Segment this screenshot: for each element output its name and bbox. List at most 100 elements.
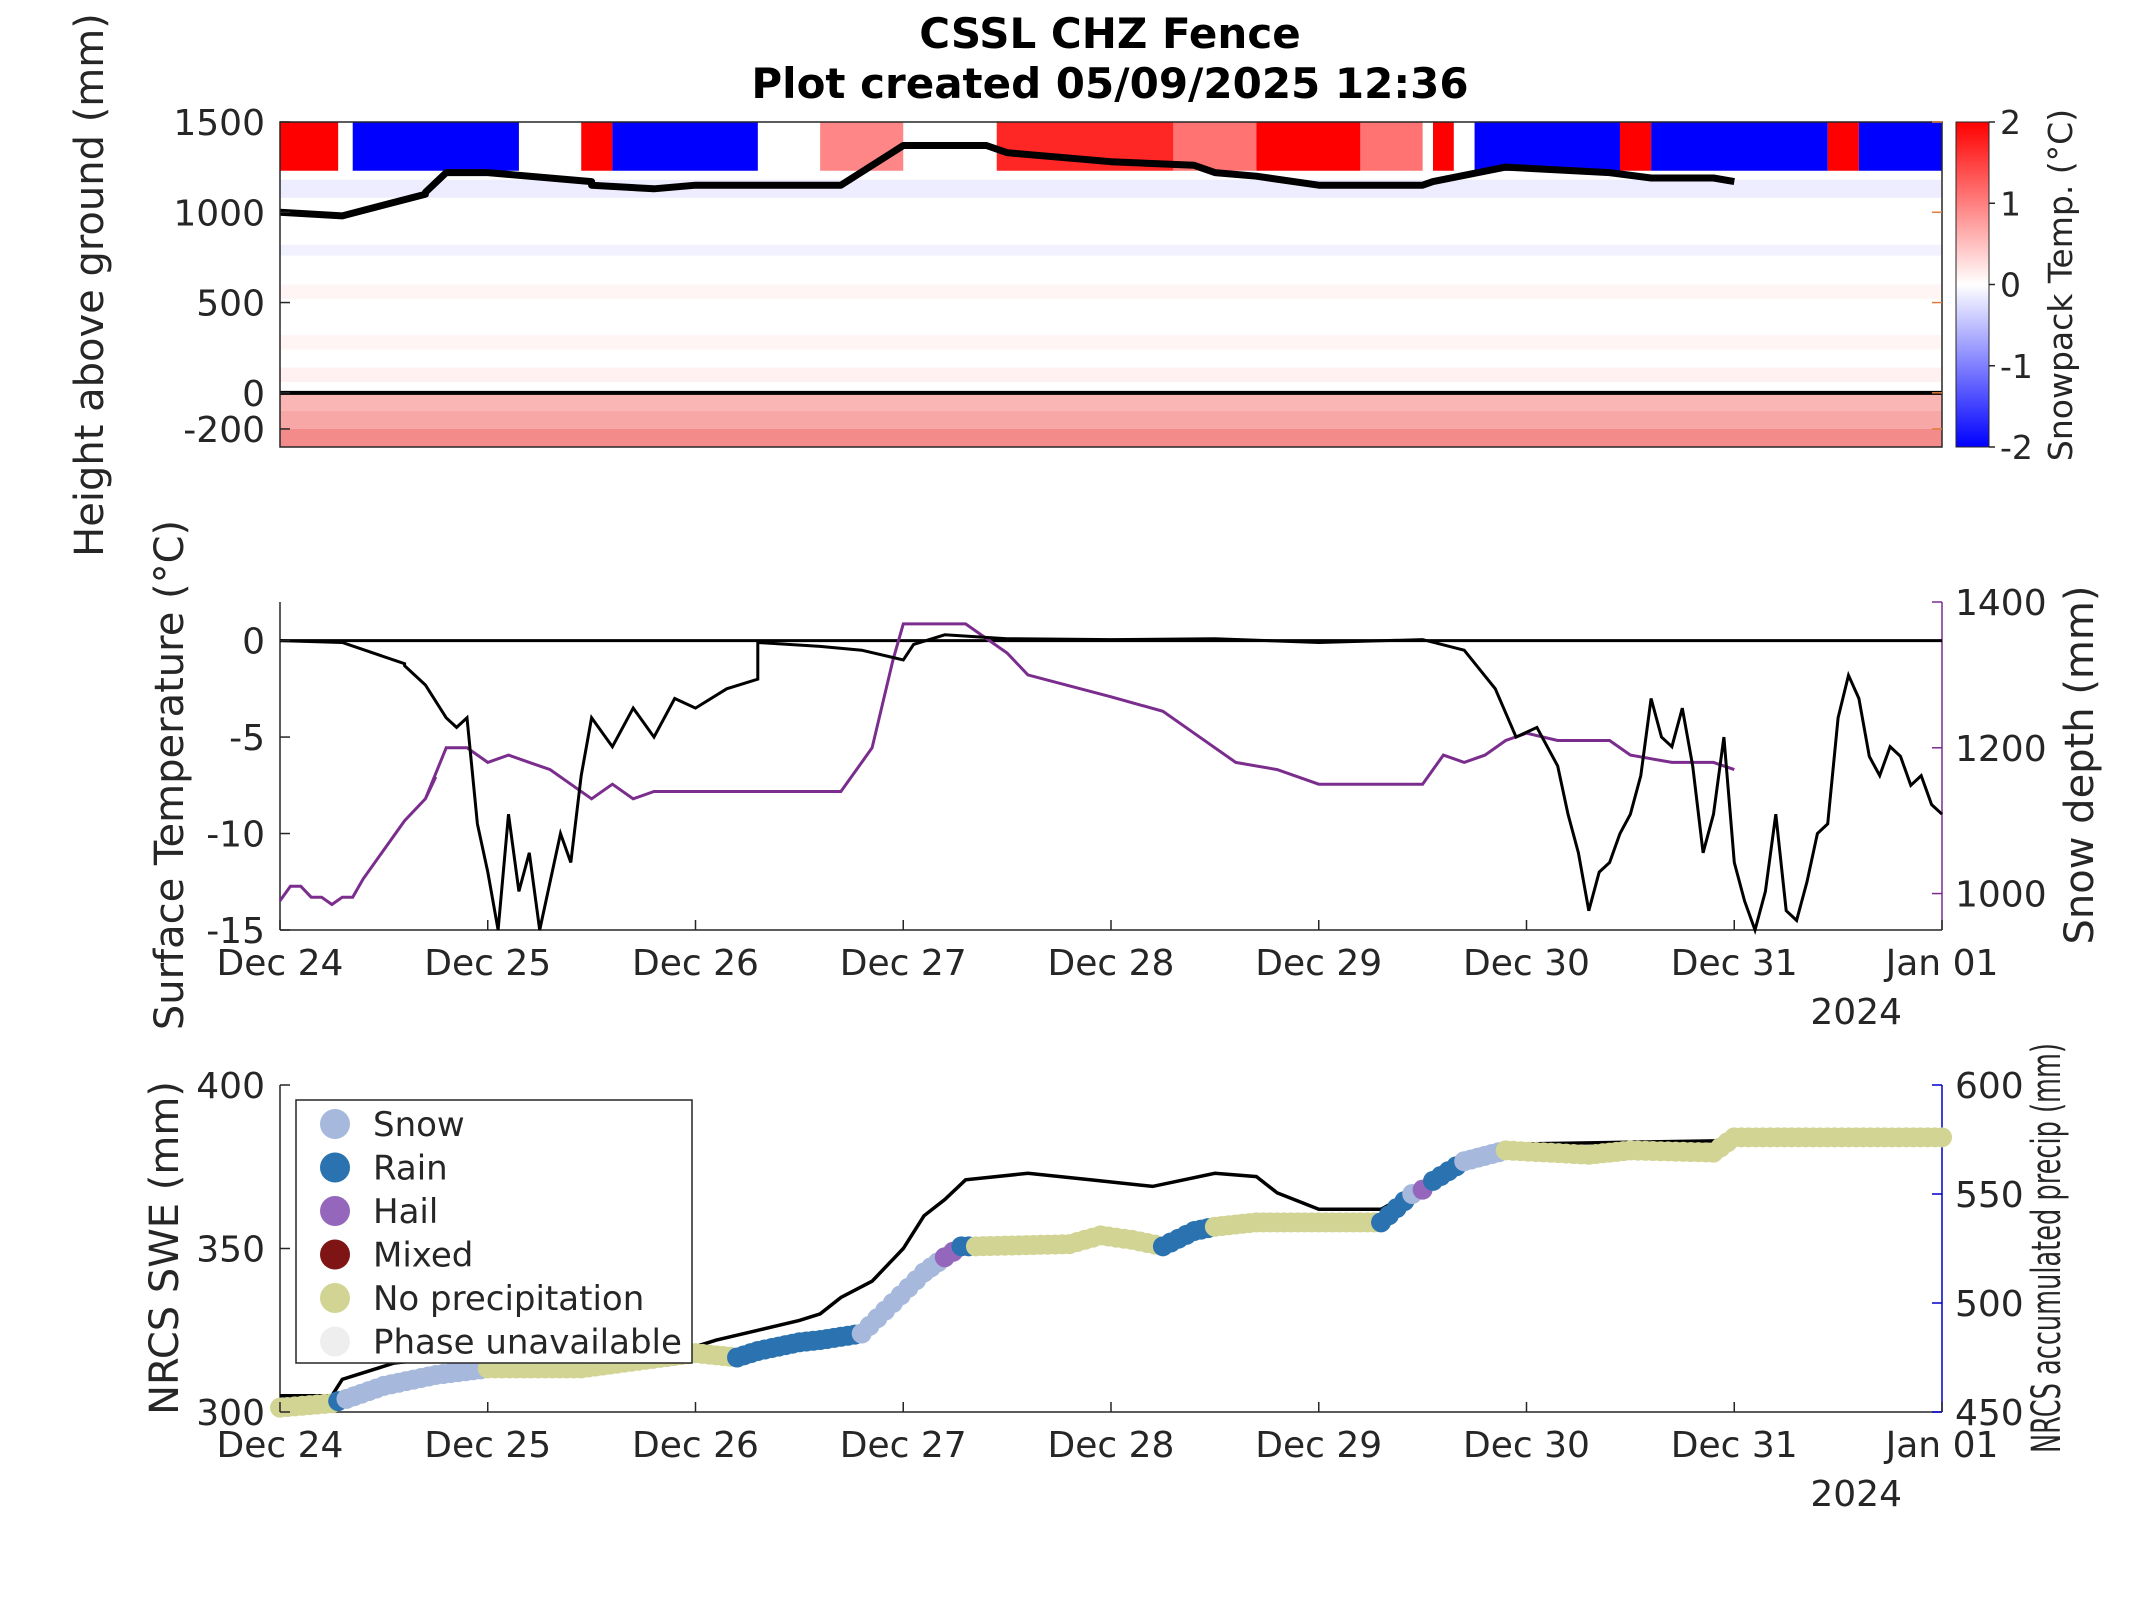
x-tick-label: Dec 26 <box>632 943 759 984</box>
x-tick-label: Dec 24 <box>217 943 344 984</box>
heatmap-cell <box>280 410 1942 429</box>
heatmap-cell <box>280 244 1942 256</box>
legend-marker <box>320 1283 350 1313</box>
heatmap-cell <box>612 122 758 171</box>
colorbar-tick-label: -2 <box>2000 428 2033 467</box>
legend-label: Hail <box>373 1192 438 1232</box>
heatmap-cell <box>1827 122 1859 171</box>
heatmap-cell <box>280 284 1942 299</box>
snow-surface-line <box>279 142 1942 395</box>
legend-label: Phase unavailable <box>373 1323 682 1363</box>
x-tick-label: Dec 28 <box>1048 1425 1175 1466</box>
colorbar-ticks: 2 1 0 -1 -2 <box>1989 103 2033 467</box>
heatmap-cell <box>280 122 339 171</box>
colorbar <box>1955 121 1990 448</box>
swe-y-tick-label: 300 <box>196 1393 265 1434</box>
heatmap-cell <box>352 122 519 171</box>
x-tick-label: Dec 31 <box>1671 943 1798 984</box>
precip-ylabel-text: NRCS accumulated precip (mm) <box>2024 1043 2070 1453</box>
legend-label: Rain <box>373 1149 448 1189</box>
legend-label: Snow <box>373 1105 465 1145</box>
legend-marker <box>320 1196 350 1226</box>
legend-label: Mixed <box>373 1236 473 1276</box>
swe-y-tick-label: 350 <box>196 1230 265 1271</box>
heatmap-cell <box>1619 122 1652 171</box>
precip-y-tick-label: 450 <box>1955 1393 2024 1434</box>
x-tick-label: Dec 28 <box>1048 943 1175 984</box>
heatmap-cell <box>1651 122 1828 171</box>
heatmap-y-ticks: 1500 1000 500 0-200 <box>173 103 1942 451</box>
legend-marker <box>320 1152 350 1183</box>
precip-ylabel: NRCS accumulated precip (mm) <box>2024 1043 2070 1453</box>
colorbar-tick-label: 1 <box>2000 184 2021 223</box>
heatmap-cell <box>280 428 1942 447</box>
heatmap-ylabel: Height above ground (mm) <box>67 13 113 557</box>
x-tick-label: Dec 30 <box>1463 1425 1590 1466</box>
heatmap-cell <box>1474 122 1620 171</box>
heatmap-cell <box>280 367 1942 382</box>
x-tick-label: Dec 29 <box>1255 1425 1382 1466</box>
temp-x-ticks: Dec 24 Dec 25 Dec 26 Dec 27 Dec 28 Dec 29 Dec … <box>217 920 1999 984</box>
heatmap-cell <box>280 335 1942 350</box>
x-tick-label: Dec 24 <box>217 1425 344 1466</box>
snow-surface-path <box>279 142 1735 220</box>
legend-label: No precipitation <box>373 1279 644 1319</box>
x-tick-label: Dec 25 <box>424 1425 551 1466</box>
precip-y-tick-label: 550 <box>1955 1175 2024 1216</box>
temp-y-tick-label: -10 <box>206 815 265 856</box>
heatmap-y-tick-label: 0 <box>242 374 265 415</box>
x-tick-label: Dec 25 <box>424 943 551 984</box>
swe-y-tick-label: 400 <box>196 1066 265 1107</box>
swe-x-ticks: Dec 24 Dec 25 Dec 26 Dec 27 Dec 28 Dec 29 Dec … <box>217 1402 1999 1466</box>
chart-title-line1: CSSL CHZ Fence <box>919 9 1300 58</box>
snow-depth-ylabel: Snow depth (mm) <box>2057 586 2103 945</box>
temp-y-tick-label: 0 <box>242 622 265 663</box>
heatmap-cell <box>820 122 904 171</box>
colorbar-label: Snowpack Temp. (°C) <box>2041 109 2080 461</box>
temp-y-tick-label: -15 <box>206 911 265 952</box>
temp-series <box>278 622 1944 936</box>
surface-temperature-panel: 0 -5 -10 -15 1400 1200 1000 Dec 24 Dec 25 Dec 26… <box>147 520 2103 1033</box>
temp-ylabel: Surface Temperature (°C) <box>147 520 193 1030</box>
heatmap-cell <box>1360 122 1423 171</box>
legend-box <box>295 1099 693 1364</box>
x-tick-label: Jan 01 <box>1884 1425 1999 1466</box>
precip-y-tick-label: 600 <box>1955 1066 2024 1107</box>
heatmap-y-tick-label: -200 <box>183 410 265 451</box>
x-tick-label: Dec 27 <box>840 1425 967 1466</box>
swe-ylabel: NRCS SWE (mm) <box>142 1081 188 1415</box>
x-tick-label: Dec 26 <box>632 1425 759 1466</box>
depth-y-tick-label: 1400 <box>1955 583 2047 624</box>
precip-y-tick-label: 500 <box>1955 1284 2024 1325</box>
x-tick-label: Dec 27 <box>840 943 967 984</box>
x-tick-label: Dec 31 <box>1671 1425 1798 1466</box>
chart-title-line2: Plot created 05/09/2025 12:36 <box>751 59 1468 108</box>
snow-depth-line <box>278 622 1735 907</box>
depth-y-tick-label: 1000 <box>1955 875 2047 916</box>
heatmap-frame <box>279 121 1943 448</box>
colorbar-tick-label: 0 <box>2000 266 2021 305</box>
heatmap-cell <box>1256 122 1361 171</box>
heatmap-y-tick-label: 1000 <box>173 193 265 234</box>
colorbar-tick-label: -1 <box>2000 347 2033 386</box>
heatmap-y-tick-label: 500 <box>196 284 265 325</box>
heatmap-cell <box>1858 122 1942 171</box>
heatmap-y-tick-label: 1500 <box>173 103 265 144</box>
legend-marker <box>320 1326 350 1357</box>
legend-marker <box>320 1109 350 1139</box>
temp-year-label: 2024 <box>1810 992 1902 1033</box>
heatmap-cell <box>1433 122 1454 171</box>
temp-y-tick-label: -5 <box>229 718 265 759</box>
heatmap-cell <box>581 122 613 171</box>
temp-y-ticks: 0 -5 -10 -15 1400 1200 1000 <box>206 583 2046 952</box>
x-tick-label: Jan 01 <box>1884 943 1999 984</box>
heatmap-cell <box>280 179 1942 198</box>
heatmap-cell <box>280 392 1942 411</box>
depth-y-tick-label: 1200 <box>1955 729 2047 770</box>
x-tick-label: Dec 29 <box>1255 943 1382 984</box>
x-tick-label: Dec 30 <box>1463 943 1590 984</box>
surface-temp-line <box>279 633 1944 936</box>
